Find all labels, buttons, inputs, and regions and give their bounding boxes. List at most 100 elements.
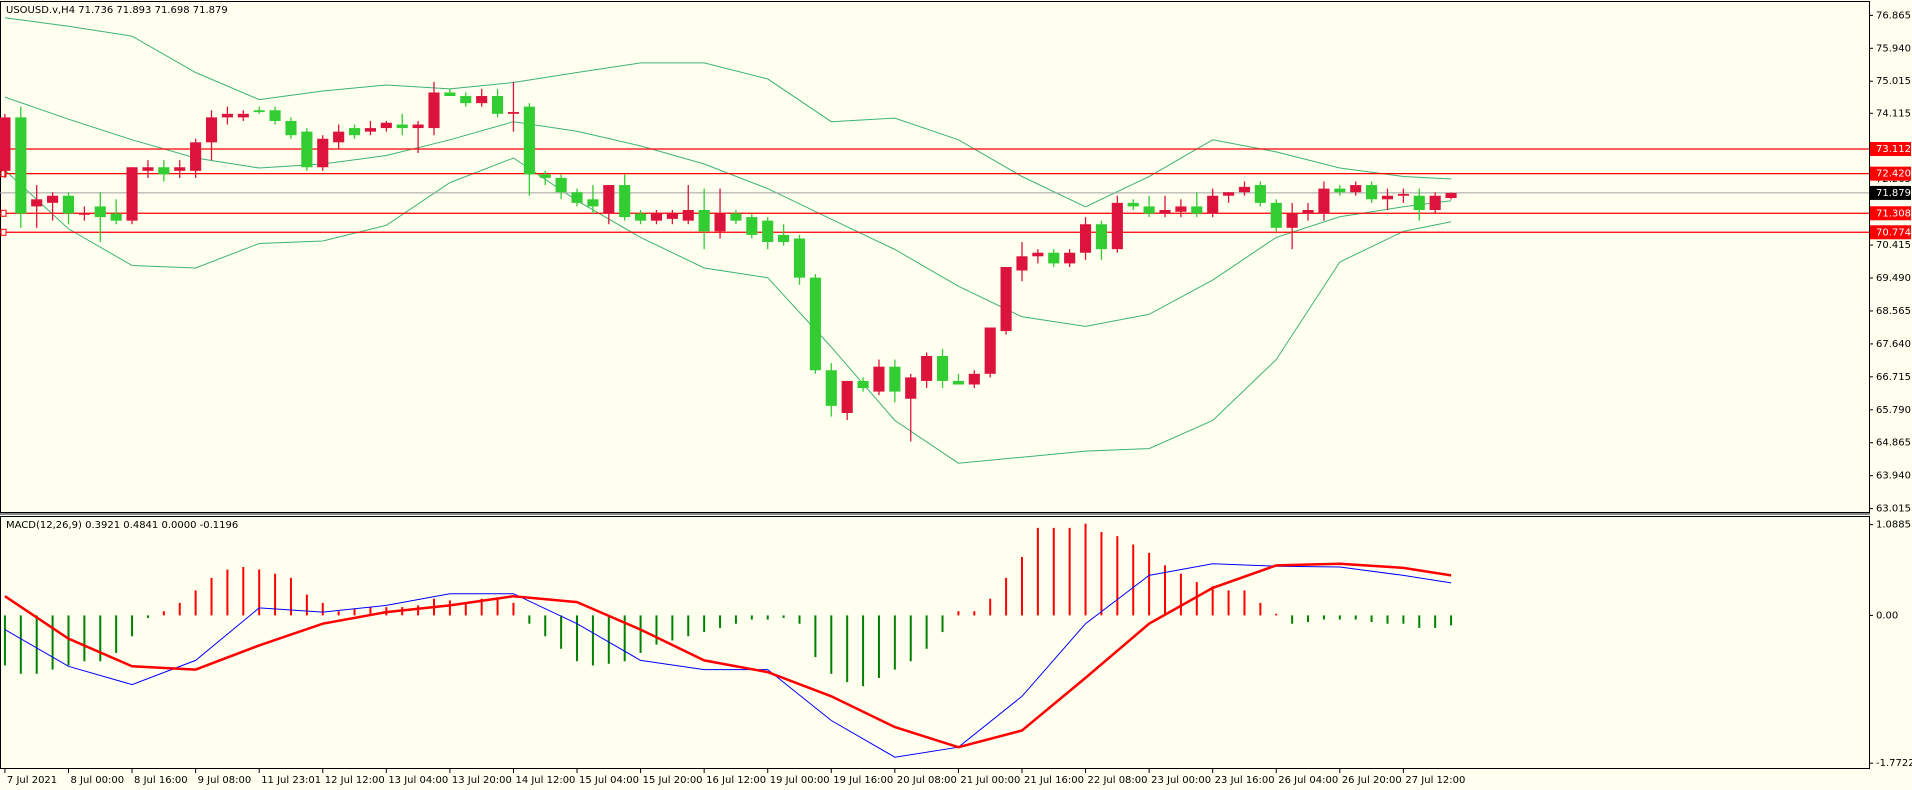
candle-body xyxy=(1016,256,1028,271)
candle-body xyxy=(221,113,233,118)
candle-body xyxy=(396,124,408,129)
x-tick-label: 23 Jul 16:00 xyxy=(1215,775,1275,786)
candle-body xyxy=(78,213,90,215)
candle-body xyxy=(507,112,520,114)
y-tick-label: 64.865 xyxy=(1876,438,1911,449)
x-tick-label: 16 Jul 12:00 xyxy=(706,775,766,786)
candle-body xyxy=(333,131,345,143)
candle-body xyxy=(1191,206,1203,214)
candle-body xyxy=(1064,252,1076,264)
candle-body xyxy=(809,277,821,371)
x-tick-label: 13 Jul 20:00 xyxy=(452,775,512,786)
candle-body xyxy=(1095,224,1108,250)
y-tick-label: -1.7722 xyxy=(1876,758,1912,769)
candle-body xyxy=(905,377,917,399)
main-pane xyxy=(0,1,1870,513)
candle-body xyxy=(539,174,551,178)
candle-body xyxy=(555,177,567,193)
candle-body xyxy=(587,199,599,207)
candle-body xyxy=(1429,195,1441,210)
level-label: 73.112 xyxy=(1876,144,1911,155)
candle-body xyxy=(793,238,806,278)
candle-body xyxy=(825,370,837,406)
candle-body xyxy=(571,192,583,203)
candle-body xyxy=(1286,213,1298,228)
y-tick-label: 68.565 xyxy=(1876,306,1911,317)
last-price-label: 71.879 xyxy=(1876,188,1911,199)
x-tick-label: 15 Jul 20:00 xyxy=(643,775,703,786)
candle-body xyxy=(348,128,361,136)
candle-body xyxy=(778,234,790,243)
candle-body xyxy=(1413,195,1425,210)
last-price-box xyxy=(1870,185,1911,200)
candle-body xyxy=(1334,188,1346,193)
x-tick-label: 8 Jul 00:00 xyxy=(70,775,124,786)
candle-body xyxy=(730,213,742,221)
x-tick-label: 7 Jul 2021 xyxy=(7,775,57,786)
candle-body xyxy=(205,117,218,143)
indicator-line xyxy=(4,157,1452,464)
candle-body xyxy=(698,209,710,232)
candle-body xyxy=(762,220,774,243)
level-label: 71.308 xyxy=(1876,208,1911,219)
candle-body xyxy=(285,120,297,136)
x-tick-label: 26 Jul 04:00 xyxy=(1278,775,1338,786)
candle-body xyxy=(364,128,376,132)
x-tick-label: 13 Jul 04:00 xyxy=(388,775,448,786)
level-label-box xyxy=(1870,166,1911,181)
x-tick-label: 11 Jul 23:01 xyxy=(261,775,321,786)
y-tick-label: 69.490 xyxy=(1876,273,1911,284)
y-tick-label: 67.640 xyxy=(1876,339,1911,350)
y-tick-label: 75.940 xyxy=(1876,43,1911,54)
candle-body xyxy=(746,217,758,235)
candle-body xyxy=(952,380,964,385)
candle-body xyxy=(603,185,615,214)
candle-body xyxy=(1032,252,1044,257)
candle-body xyxy=(1397,193,1409,196)
candle-body xyxy=(460,96,472,104)
candle-body xyxy=(62,195,75,214)
candle-body xyxy=(126,167,138,221)
candle-body xyxy=(158,167,170,175)
candle-body xyxy=(1302,209,1314,214)
y-tick-label: 74.115 xyxy=(1876,108,1911,119)
candle-body xyxy=(1350,185,1362,193)
candle-body xyxy=(1366,185,1378,200)
candle-body xyxy=(237,113,249,118)
candle-body xyxy=(1159,209,1171,214)
x-tick-label: 19 Jul 00:00 xyxy=(770,775,830,786)
candle-body xyxy=(1000,266,1012,332)
x-tick-label: 21 Jul 16:00 xyxy=(1024,775,1084,786)
x-tick-label: 26 Jul 20:00 xyxy=(1342,775,1402,786)
x-tick-label: 8 Jul 16:00 xyxy=(134,775,188,786)
candle-body xyxy=(1207,195,1219,214)
x-tick-label: 9 Jul 08:00 xyxy=(198,775,252,786)
candle-body xyxy=(476,96,488,104)
level-marker xyxy=(0,209,7,217)
x-tick-label: 15 Jul 04:00 xyxy=(579,775,639,786)
candle-body xyxy=(523,106,535,175)
candle-body xyxy=(889,366,901,392)
y-tick-label: 0.00 xyxy=(1876,610,1898,621)
x-tick-label: 21 Jul 00:00 xyxy=(960,775,1020,786)
candle-body xyxy=(1143,206,1155,214)
candle-body xyxy=(635,213,647,221)
candle-body xyxy=(253,110,265,113)
candle-body xyxy=(921,356,933,381)
candle-body xyxy=(714,213,726,232)
candle-body xyxy=(1254,185,1266,203)
candle-body xyxy=(444,92,456,97)
candle-body xyxy=(412,124,424,129)
macd-pane xyxy=(0,516,1870,769)
candle-body xyxy=(15,117,27,214)
candle-body xyxy=(380,122,392,129)
candle-body xyxy=(110,213,122,221)
candle-body xyxy=(174,167,186,171)
indicator-line xyxy=(4,96,1452,327)
candle-body xyxy=(1381,195,1394,200)
candle-body xyxy=(269,110,281,121)
candle-body xyxy=(650,213,663,221)
candle-body xyxy=(47,195,59,203)
candle-body xyxy=(619,185,631,218)
